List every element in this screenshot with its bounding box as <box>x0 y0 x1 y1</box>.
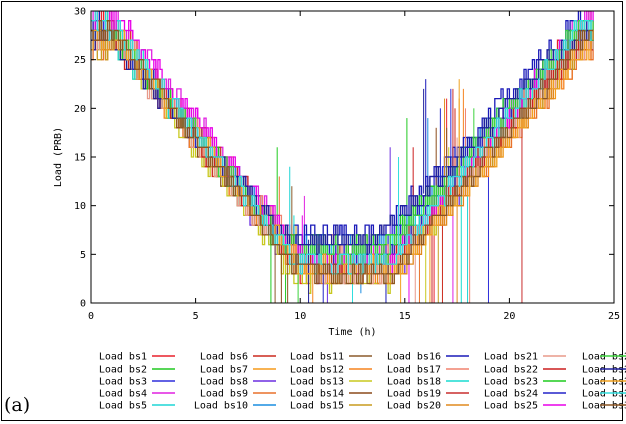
legend-item: Load bs13 <box>290 377 372 388</box>
legend-label: Load bs7 <box>200 365 248 376</box>
legend-item: Load bs4 <box>99 389 175 400</box>
series-line <box>91 29 594 255</box>
legend-label: Load bs18 <box>387 377 441 388</box>
y-tick-label: 25 <box>74 55 86 66</box>
legend-item: Load bs9 <box>200 389 276 400</box>
legend-item: Load bs27 <box>582 365 626 376</box>
legend-item: Load bs25 <box>484 401 566 412</box>
y-tick-label: 20 <box>74 104 86 115</box>
legend-label: Load bs2 <box>99 365 147 376</box>
legend-item: Load bs16 <box>387 352 469 363</box>
series-load-bs26 <box>91 20 594 303</box>
legend-item: Load bs8 <box>200 377 276 388</box>
x-tick-label: 15 <box>399 311 411 322</box>
legend-label: Load bs16 <box>387 352 441 363</box>
series-line <box>91 11 594 275</box>
legend-label: Load bs25 <box>484 401 538 412</box>
legend-item: Load bs14 <box>290 389 372 400</box>
legend-item: Load bs5 <box>99 401 175 412</box>
legend-item: Load bs1 <box>99 352 175 363</box>
legend-item: Load bs19 <box>387 389 469 400</box>
legend-label: Load bs5 <box>99 401 147 412</box>
legend-item: Load bs11 <box>290 352 372 363</box>
legend-label: Load bs1 <box>99 352 147 363</box>
legend-item: Load bs30 <box>582 401 626 412</box>
legend-label: Load bs14 <box>290 389 344 400</box>
legend-label: Load bs23 <box>484 377 538 388</box>
legend-item: Load bs22 <box>484 365 566 376</box>
panel-label: (a) <box>4 394 31 416</box>
legend-label: Load bs22 <box>484 365 538 376</box>
legend-label: Load bs29 <box>582 389 626 400</box>
legend-item: Load bs21 <box>484 352 566 363</box>
legend-label: Load bs10 <box>194 401 248 412</box>
legend-item: Load bs3 <box>99 377 175 388</box>
legend-item: Load bs26 <box>582 352 626 363</box>
x-axis-label: Time (h) <box>328 327 376 338</box>
legend-label: Load bs19 <box>387 389 441 400</box>
legend-item: Load bs28 <box>582 377 626 388</box>
legend-item: Load bs23 <box>484 377 566 388</box>
legend-item: Load bs15 <box>290 401 372 412</box>
y-tick-label: 5 <box>80 250 86 261</box>
legend-label: Load bs20 <box>387 401 441 412</box>
legend-label: Load bs17 <box>387 365 441 376</box>
x-tick-label: 20 <box>503 311 515 322</box>
legend-label: Load bs8 <box>200 377 248 388</box>
legend-label: Load bs21 <box>484 352 538 363</box>
legend-item: Load bs7 <box>200 365 276 376</box>
legend-label: Load bs26 <box>582 352 626 363</box>
series-line <box>91 29 594 285</box>
legend-label: Load bs24 <box>484 389 538 400</box>
legend-label: Load bs4 <box>99 389 147 400</box>
y-tick-label: 0 <box>80 299 86 310</box>
legend-label: Load bs9 <box>200 389 248 400</box>
legend-item: Load bs24 <box>484 389 566 400</box>
series-load-bs30 <box>91 20 594 303</box>
legend-label: Load bs6 <box>200 352 248 363</box>
x-tick-label: 10 <box>294 311 306 322</box>
series-line <box>91 20 594 285</box>
y-tick-label: 15 <box>74 153 86 164</box>
legend-item: Load bs10 <box>194 401 276 412</box>
legend-label: Load bs15 <box>290 401 344 412</box>
legend-item: Load bs12 <box>290 365 372 376</box>
y-axis-label: Load (PRB) <box>53 127 64 187</box>
legend-label: Load bs13 <box>290 377 344 388</box>
legend-label: Load bs11 <box>290 352 344 363</box>
x-tick-label: 5 <box>193 311 199 322</box>
series-group <box>91 11 594 303</box>
legend-label: Load bs27 <box>582 365 626 376</box>
legend-label: Load bs12 <box>290 365 344 376</box>
legend-label: Load bs28 <box>582 377 626 388</box>
legend-item: Load bs17 <box>387 365 469 376</box>
legend-label: Load bs30 <box>582 401 626 412</box>
legend-item: Load bs6 <box>200 352 276 363</box>
y-tick-label: 10 <box>74 201 86 212</box>
x-tick-label: 0 <box>88 311 94 322</box>
x-tick-label: 25 <box>608 311 620 322</box>
legend-item: Load bs18 <box>387 377 469 388</box>
legend-item: Load bs20 <box>387 401 469 412</box>
legend-item: Load bs29 <box>582 389 626 400</box>
y-tick-label: 30 <box>74 7 86 18</box>
series-load-bs28 <box>91 29 594 303</box>
legend-item: Load bs2 <box>99 365 175 376</box>
legend-label: Load bs3 <box>99 377 147 388</box>
